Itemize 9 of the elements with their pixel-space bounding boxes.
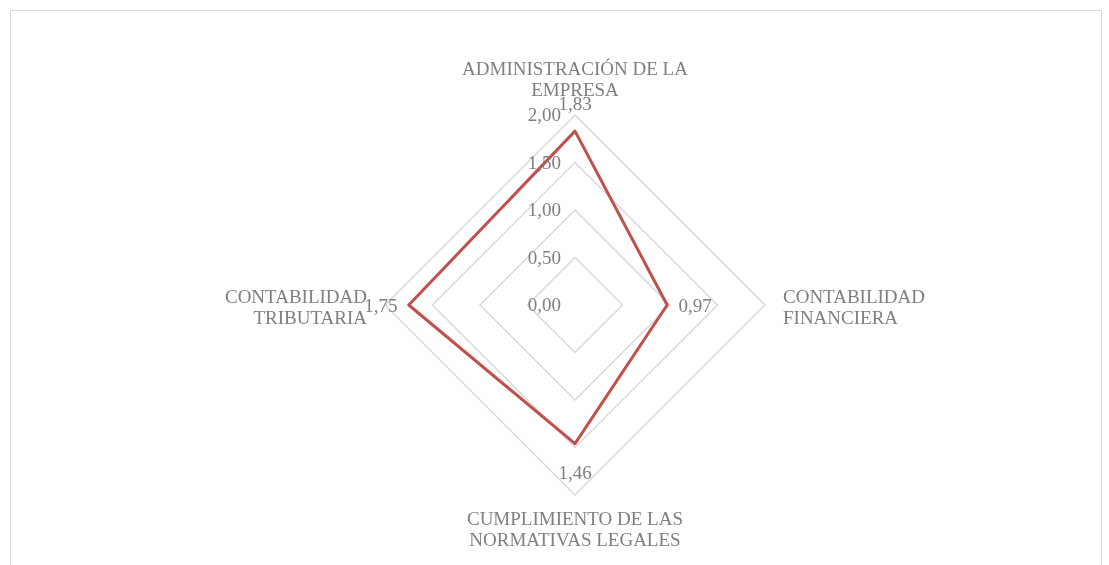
spoke-label: CONTABILIDAD FINANCIERA — [783, 286, 926, 328]
data-label: 0,97 — [678, 295, 712, 316]
y-tick-label: 0,00 — [527, 294, 561, 315]
data-label: 1,46 — [558, 461, 592, 483]
spoke-label: CONTABILIDAD TRIBUTARIA — [224, 286, 368, 328]
y-tick-label: 0,50 — [527, 246, 561, 268]
spoke-label: CUMPLIMIENTO DE LAS NORMATIVAS LEGALES — [466, 508, 684, 550]
y-tick-label: 1,00 — [527, 199, 561, 220]
y-tick-label: 2,00 — [527, 104, 561, 125]
